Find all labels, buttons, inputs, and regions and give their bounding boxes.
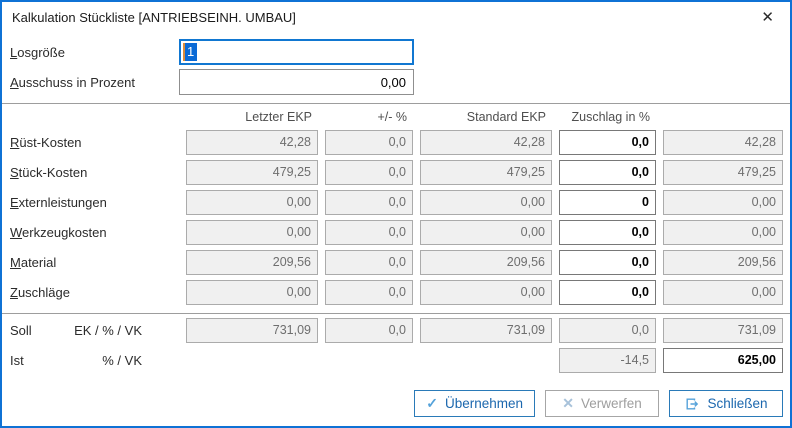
row-label-externleistungen: Externleistungen [10, 195, 107, 210]
soll-plus-minus-field: 0,0 [325, 318, 413, 343]
ruest-zuschlag-input[interactable]: 0,0 [559, 130, 656, 155]
header-letzter-ekp: Letzter EKP [245, 110, 312, 124]
check-icon: ✓ [426, 395, 438, 411]
calculation-grid: Letzter EKP +/- % Standard EKP Zuschlag … [10, 108, 783, 305]
extern-ergebnis-field: 0,00 [663, 190, 783, 215]
soll-standard-ekp-field: 731,09 [420, 318, 552, 343]
zuschlaege-letzter-ekp-field: 0,00 [186, 280, 318, 305]
soll-zuschlag-field: 0,0 [559, 318, 656, 343]
extern-plus-minus-field: 0,0 [325, 190, 413, 215]
soll-ergebnis-field: 731,09 [663, 318, 783, 343]
losgroesse-input[interactable]: 1 [179, 39, 414, 65]
header-plus-minus: +/- % [377, 110, 407, 124]
material-zuschlag-input[interactable]: 0,0 [559, 250, 656, 275]
soll-sublabel: EK / % / VK [74, 323, 142, 338]
schliessen-button-label: Schließen [707, 396, 768, 411]
ausschuss-label: Ausschuss in Prozent [10, 74, 136, 90]
verwerfen-button-label: Verwerfen [580, 396, 642, 411]
stueck-ergebnis-field: 479,25 [663, 160, 783, 185]
material-ergebnis-field: 209,56 [663, 250, 783, 275]
ausschuss-row: Ausschuss in Prozent 0,00 [10, 69, 783, 95]
ruest-ergebnis-field: 42,28 [663, 130, 783, 155]
ist-zuschlag-field: -14,5 [559, 348, 656, 373]
losgroesse-row: Losgröße 1 [10, 39, 783, 65]
close-icon[interactable]: ✕ [761, 8, 774, 26]
x-icon: ✕ [562, 395, 574, 411]
stueck-standard-ekp-field: 479,25 [420, 160, 552, 185]
uebernehmen-button-label: Übernehmen [444, 396, 523, 411]
zuschlaege-plus-minus-field: 0,0 [325, 280, 413, 305]
verwerfen-button: ✕ Verwerfen [545, 390, 659, 417]
row-label-stueck-kosten: Stück-Kosten [10, 165, 88, 180]
ist-label: Ist [10, 353, 24, 368]
zuschlaege-ergebnis-field: 0,00 [663, 280, 783, 305]
ruest-plus-minus-field: 0,0 [325, 130, 413, 155]
soll-label: Soll [10, 323, 32, 338]
losgroesse-selected-value: 1 [183, 43, 198, 61]
row-label-ist: Ist % / VK [10, 353, 179, 368]
soll-letzter-ekp-field: 731,09 [186, 318, 318, 343]
werkzeug-ergebnis-field: 0,00 [663, 220, 783, 245]
material-plus-minus-field: 0,0 [325, 250, 413, 275]
ist-vk-input[interactable]: 625,00 [663, 348, 783, 373]
row-label-ruest-kosten: Rüst-Kosten [10, 135, 82, 150]
totals-grid: Soll EK / % / VK 731,09 0,0 731,09 0,0 7… [10, 318, 783, 373]
row-label-soll: Soll EK / % / VK [10, 323, 179, 338]
werkzeug-plus-minus-field: 0,0 [325, 220, 413, 245]
row-label-material: Material [10, 255, 57, 270]
row-label-werkzeugkosten: Werkzeugkosten [10, 225, 107, 240]
extern-letzter-ekp-field: 0,00 [186, 190, 318, 215]
ist-sublabel: % / VK [102, 353, 142, 368]
separator-totals [2, 313, 790, 314]
header-zuschlag: Zuschlag in % [571, 110, 650, 124]
extern-standard-ekp-field: 0,00 [420, 190, 552, 215]
werkzeug-standard-ekp-field: 0,00 [420, 220, 552, 245]
ruest-standard-ekp-field: 42,28 [420, 130, 552, 155]
stueck-letzter-ekp-field: 479,25 [186, 160, 318, 185]
header-standard-ekp: Standard EKP [466, 110, 546, 124]
werkzeug-letzter-ekp-field: 0,00 [186, 220, 318, 245]
werkzeug-zuschlag-input[interactable]: 0,0 [559, 220, 656, 245]
exit-icon [684, 396, 700, 412]
material-letzter-ekp-field: 209,56 [186, 250, 318, 275]
button-row: ✓ Übernehmen ✕ Verwerfen Schließen [414, 390, 783, 417]
titlebar: Kalkulation Stückliste [ANTRIEBSEINH. UM… [2, 2, 790, 32]
schliessen-button[interactable]: Schließen [669, 390, 783, 417]
losgroesse-label: Losgröße [10, 44, 65, 60]
material-standard-ekp-field: 209,56 [420, 250, 552, 275]
dialog-title: Kalkulation Stückliste [ANTRIEBSEINH. UM… [12, 9, 296, 25]
dialog-content: Losgröße 1 Ausschuss in Prozent 0,00 Let… [2, 32, 790, 373]
separator-top [2, 103, 790, 104]
ruest-letzter-ekp-field: 42,28 [186, 130, 318, 155]
extern-zuschlag-input[interactable]: 0 [559, 190, 656, 215]
ausschuss-input[interactable]: 0,00 [179, 69, 414, 95]
row-label-zuschlaege: Zuschläge [10, 285, 70, 300]
zuschlaege-standard-ekp-field: 0,00 [420, 280, 552, 305]
stueck-zuschlag-input[interactable]: 0,0 [559, 160, 656, 185]
uebernehmen-button[interactable]: ✓ Übernehmen [414, 390, 535, 417]
zuschlaege-zuschlag-input[interactable]: 0,0 [559, 280, 656, 305]
stueck-plus-minus-field: 0,0 [325, 160, 413, 185]
